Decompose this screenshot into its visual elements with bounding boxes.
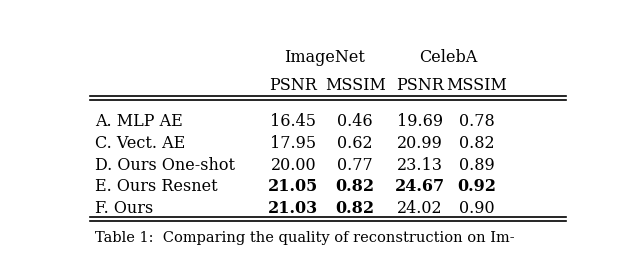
Text: 0.82: 0.82 [336,199,375,216]
Text: 17.95: 17.95 [270,134,316,151]
Text: 0.92: 0.92 [458,178,496,194]
Text: 21.03: 21.03 [268,199,318,216]
Text: PSNR: PSNR [396,77,444,94]
Text: CelebA: CelebA [419,49,477,65]
Text: 20.00: 20.00 [271,156,316,173]
Text: D. Ours One-shot: D. Ours One-shot [95,156,235,173]
Text: 0.90: 0.90 [459,199,495,216]
Text: 24.67: 24.67 [395,178,445,194]
Text: 0.82: 0.82 [336,178,375,194]
Text: 0.46: 0.46 [337,113,373,130]
Text: E. Ours Resnet: E. Ours Resnet [95,178,218,194]
Text: 24.02: 24.02 [397,199,443,216]
Text: 20.99: 20.99 [397,134,443,151]
Text: 0.77: 0.77 [337,156,373,173]
Text: PSNR: PSNR [269,77,317,94]
Text: 0.82: 0.82 [459,134,495,151]
Text: 19.69: 19.69 [397,113,443,130]
Text: ImageNet: ImageNet [284,49,365,65]
Text: 16.45: 16.45 [270,113,316,130]
Text: Table 1:  Comparing the quality of reconstruction on Im-: Table 1: Comparing the quality of recons… [95,230,515,244]
Text: 23.13: 23.13 [397,156,443,173]
Text: C. Vect. AE: C. Vect. AE [95,134,185,151]
Text: 21.05: 21.05 [268,178,319,194]
Text: 0.78: 0.78 [459,113,495,130]
Text: F. Ours: F. Ours [95,199,153,216]
Text: 0.62: 0.62 [337,134,373,151]
Text: MSSIM: MSSIM [446,77,508,94]
Text: MSSIM: MSSIM [325,77,386,94]
Text: A. MLP AE: A. MLP AE [95,113,182,130]
Text: 0.89: 0.89 [459,156,495,173]
